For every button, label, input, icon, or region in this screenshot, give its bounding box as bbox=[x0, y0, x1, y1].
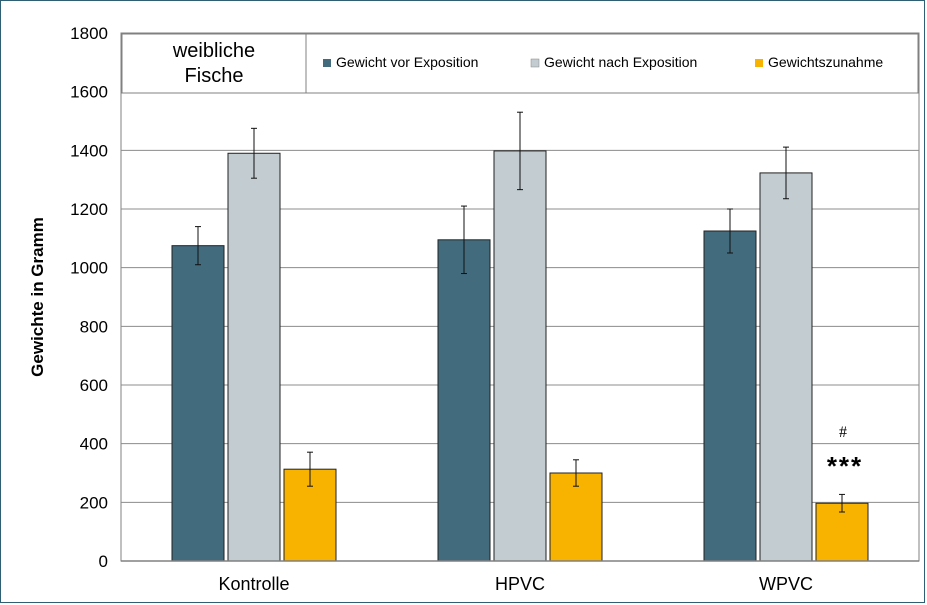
x-category-label: WPVC bbox=[759, 574, 813, 594]
group-label-line1: weibliche bbox=[172, 40, 255, 62]
x-category-labels: Kontrolle HPVC WPVC bbox=[218, 574, 813, 594]
bar-1-1 bbox=[493, 150, 547, 562]
y-tick-label: 200 bbox=[80, 493, 108, 512]
bar-2-1 bbox=[759, 172, 813, 562]
legend-swatch-vor bbox=[323, 59, 331, 67]
y-tick-label: 800 bbox=[80, 317, 108, 336]
y-tick-label: 0 bbox=[99, 552, 108, 571]
y-tick-label: 1600 bbox=[70, 83, 108, 102]
bar-1-0 bbox=[437, 239, 491, 562]
legend-swatch-nach bbox=[530, 58, 540, 68]
bar-0-0 bbox=[171, 245, 225, 562]
bar-2-0 bbox=[703, 230, 757, 562]
legend-label-zunahme: Gewichtszunahme bbox=[768, 54, 883, 70]
legend-label-nach: Gewicht nach Exposition bbox=[544, 54, 697, 70]
y-tick-label: 600 bbox=[80, 376, 108, 395]
y-tick-labels: 0 200 400 600 800 1000 1200 1400 1600 1800 bbox=[70, 24, 108, 571]
significance-hash: # bbox=[839, 424, 847, 441]
y-tick-label: 1800 bbox=[70, 24, 108, 43]
group-label-line2: Fische bbox=[185, 65, 244, 87]
legend-box bbox=[305, 33, 919, 94]
error-bars-group bbox=[195, 111, 845, 513]
x-category-label: Kontrolle bbox=[218, 574, 289, 594]
y-tick-label: 1000 bbox=[70, 259, 108, 278]
group-label-box bbox=[121, 33, 307, 94]
legend-swatch-zunahme bbox=[755, 59, 763, 67]
y-tick-label: 400 bbox=[80, 435, 108, 454]
bar-0-1 bbox=[227, 152, 281, 562]
y-tick-label: 1400 bbox=[70, 141, 108, 160]
legend-label-vor: Gewicht vor Exposition bbox=[336, 54, 478, 70]
y-tick-label: 1200 bbox=[70, 200, 108, 219]
significance-stars: *** bbox=[827, 451, 863, 481]
bars-group bbox=[171, 150, 869, 562]
x-category-label: HPVC bbox=[495, 574, 545, 594]
y-axis-label: Gewichte in Gramm bbox=[28, 217, 47, 377]
